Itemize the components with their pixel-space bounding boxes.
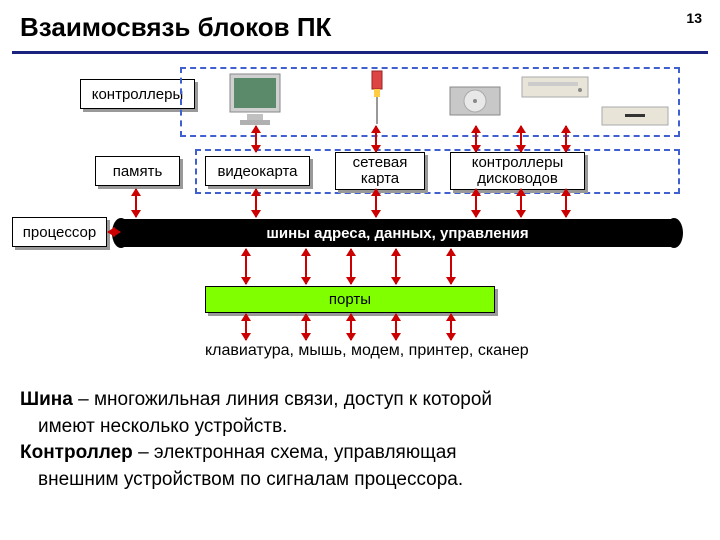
arrow <box>565 189 567 217</box>
bus-block: шины адреса, данных, управления <box>120 219 675 247</box>
network-cable-icon <box>362 69 392 124</box>
ctrl-def-1: – электронная схема, управляющая <box>133 442 457 463</box>
ctrl-def-2: внешним устройством по сигналам процессо… <box>20 468 700 493</box>
arrow <box>305 249 307 284</box>
arrow <box>350 314 352 340</box>
arrow <box>375 189 377 217</box>
arrow <box>520 189 522 217</box>
monitor-icon <box>225 72 285 127</box>
network-block: сетевая карта <box>335 152 425 190</box>
arrow <box>245 249 247 284</box>
peripherals-text: клавиатура, мышь, модем, принтер, сканер <box>205 342 529 360</box>
arrow <box>450 249 452 284</box>
diagram-area: контроллеры память видеокарта сетевая ка… <box>0 64 720 384</box>
controller-term: Контроллер <box>20 442 133 463</box>
bus-cap-right <box>665 218 683 248</box>
arrow <box>375 126 377 152</box>
arrow <box>305 314 307 340</box>
arrow <box>350 249 352 284</box>
page-title: Взаимосвязь блоков ПК <box>0 0 720 51</box>
title-underline <box>12 51 708 54</box>
bus-def-2: имеют несколько устройств. <box>20 415 700 440</box>
controllers-label: контроллеры <box>80 79 195 109</box>
page-number: 13 <box>686 10 702 26</box>
arrow <box>475 189 477 217</box>
arrow <box>135 189 137 217</box>
hdd-icon <box>448 79 503 119</box>
definitions: Шина – многожильная линия связи, доступ … <box>0 384 720 499</box>
ports-block: порты <box>205 286 495 313</box>
arrow <box>520 126 522 152</box>
cpu-block: процессор <box>12 217 107 247</box>
arrow <box>450 314 452 340</box>
cd-drive-icon <box>520 72 590 102</box>
arrow <box>475 126 477 152</box>
floppy-drive-icon <box>600 104 670 129</box>
video-block: видеокарта <box>205 156 310 186</box>
arrow <box>108 231 120 233</box>
arrow <box>565 126 567 152</box>
arrow <box>395 249 397 284</box>
arrow <box>395 314 397 340</box>
arrow <box>245 314 247 340</box>
bus-term: Шина <box>20 389 73 410</box>
arrow <box>255 126 257 152</box>
disk-controllers-block: контроллеры дисководов <box>450 152 585 190</box>
arrow <box>255 189 257 217</box>
bus-def-1: – многожильная линия связи, доступ к кот… <box>73 389 492 410</box>
memory-block: память <box>95 156 180 186</box>
